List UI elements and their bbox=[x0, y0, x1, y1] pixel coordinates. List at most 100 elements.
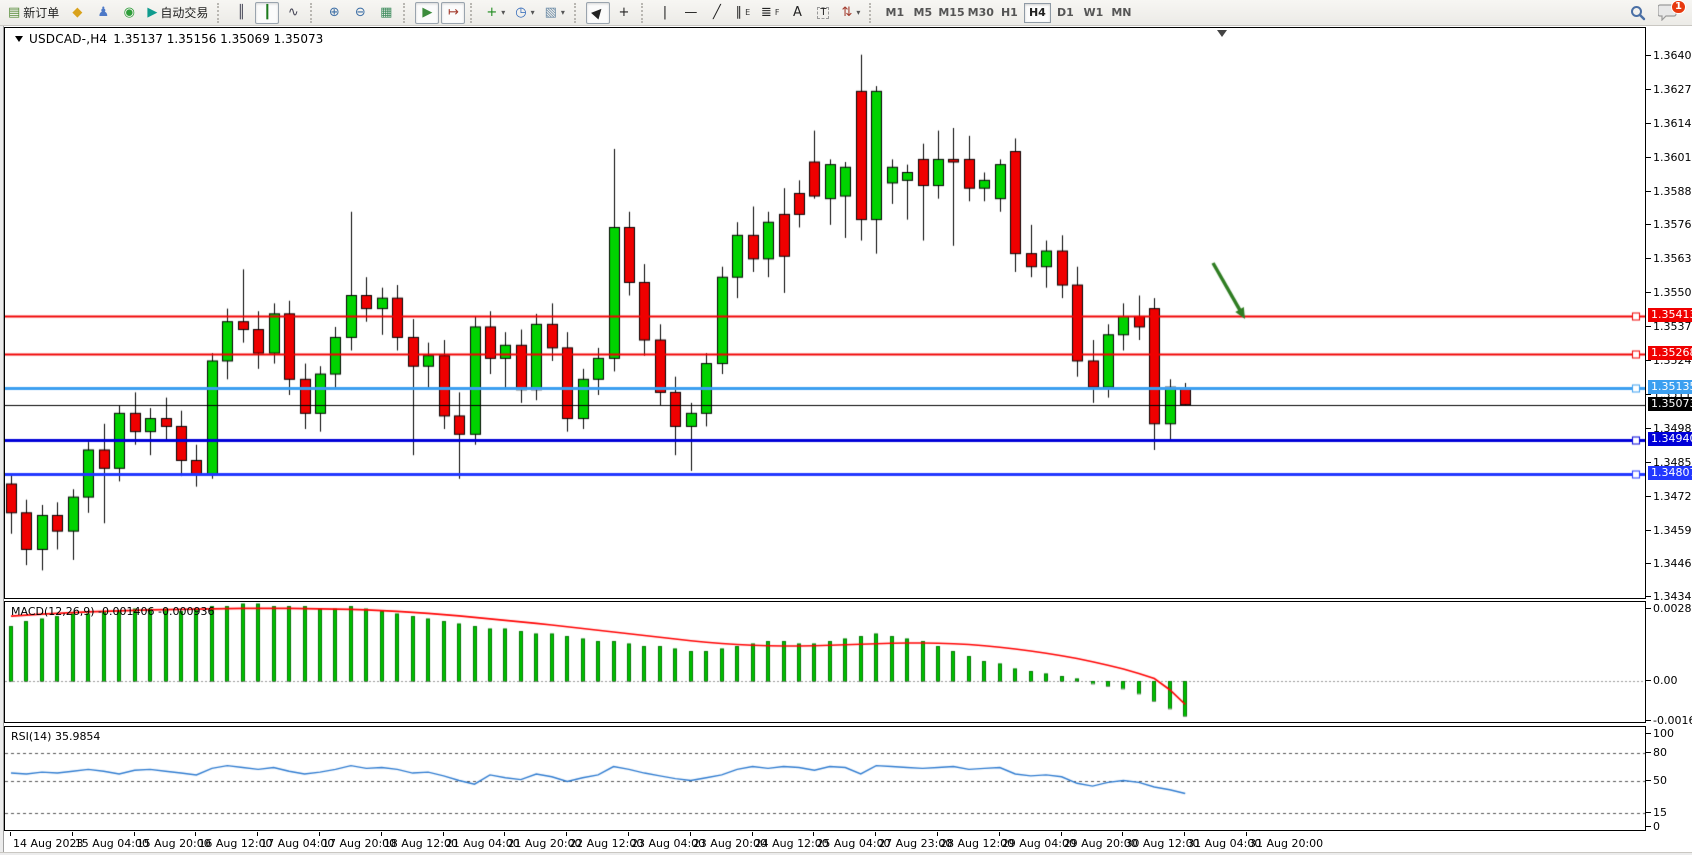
timeframe-h1-button[interactable]: H1 bbox=[1000, 6, 1018, 19]
horizontal-line-button[interactable]: — bbox=[679, 2, 703, 24]
toolbar-separator bbox=[573, 2, 581, 23]
tile-windows-button[interactable]: ▦ bbox=[374, 2, 398, 24]
cursor-button[interactable]: ▶ bbox=[585, 1, 610, 24]
price-tick-label: 1.34590 bbox=[1653, 524, 1692, 538]
time-tick bbox=[380, 832, 382, 836]
price-tick bbox=[1646, 223, 1651, 225]
crosshair-button[interactable]: + bbox=[612, 2, 636, 24]
indicators-button[interactable]: + ▾ bbox=[482, 2, 509, 24]
arrows-button[interactable]: ⇅ ▾ bbox=[837, 2, 864, 24]
zoom-in-button[interactable]: ⊕ bbox=[322, 2, 346, 24]
level-price-label: 1.34807 bbox=[1648, 466, 1692, 481]
text-label-button[interactable]: T bbox=[811, 2, 835, 24]
timeframe-m1-button[interactable]: M1 bbox=[885, 6, 905, 19]
price-tick-label: 1.36145 bbox=[1653, 117, 1692, 131]
rsi-canvas[interactable] bbox=[5, 727, 1645, 830]
indicators-dropdown-icon[interactable]: ▾ bbox=[501, 8, 506, 17]
time-tick bbox=[1122, 832, 1124, 836]
price-tick bbox=[1646, 257, 1651, 259]
timeframe-m15-button[interactable]: M15 bbox=[938, 6, 965, 19]
main-chart-canvas[interactable] bbox=[5, 28, 1645, 598]
time-tick bbox=[504, 832, 506, 836]
equidistant-channel-button[interactable]: ∥ E bbox=[731, 2, 755, 24]
price-tick bbox=[1646, 812, 1651, 814]
collapse-arrow-icon[interactable] bbox=[15, 36, 23, 42]
time-tick bbox=[133, 832, 135, 836]
chart-shift-button[interactable]: ↦ bbox=[441, 1, 466, 24]
time-tick-label: 25 Aug 04:00 bbox=[816, 837, 891, 850]
timeframe-w1-button[interactable]: W1 bbox=[1083, 6, 1104, 19]
bar-chart-icon: ║ bbox=[237, 5, 246, 20]
price-tick bbox=[1646, 826, 1651, 827]
time-tick-label: 23 Aug 20:00 bbox=[692, 837, 767, 850]
time-tick bbox=[1246, 832, 1247, 836]
time-tick bbox=[1184, 832, 1186, 836]
price-tick bbox=[1646, 595, 1651, 597]
timeframe-h4-button[interactable]: H4 bbox=[1023, 2, 1051, 23]
community-button[interactable]: ♟ bbox=[91, 2, 115, 24]
price-tick-label: 0 bbox=[1653, 820, 1660, 833]
arrows-dropdown-icon[interactable]: ▾ bbox=[856, 8, 861, 17]
time-tick-label: 29 Aug 04:00 bbox=[1001, 837, 1076, 850]
templates-icon: ▧ bbox=[544, 5, 557, 20]
macd-canvas[interactable] bbox=[5, 602, 1645, 722]
time-tick bbox=[751, 832, 753, 836]
timeframe-group: M1 M5 M15 M30 H1 H4 D1 W1 MN bbox=[881, 2, 1135, 23]
window-left-edge bbox=[0, 26, 4, 855]
zoom-out-button[interactable]: ⊖ bbox=[348, 2, 372, 24]
market-alert-button[interactable]: ◆ bbox=[65, 2, 89, 24]
text-button[interactable]: A bbox=[785, 2, 809, 24]
timeframe-m30-button[interactable]: M30 bbox=[967, 6, 994, 19]
toolbar-separator bbox=[217, 2, 224, 23]
periods-dropdown-icon[interactable]: ▾ bbox=[530, 8, 535, 17]
tile-windows-icon: ▦ bbox=[380, 5, 393, 20]
signals-icon: ◉ bbox=[123, 5, 135, 20]
time-tick-label: 28 Aug 12:00 bbox=[940, 837, 1015, 850]
time-tick-label: 27 Aug 23:00 bbox=[878, 837, 953, 850]
auto-scroll-button[interactable]: ▶ bbox=[415, 1, 440, 24]
chart-shift-marker-icon[interactable] bbox=[1217, 30, 1227, 37]
text-label-icon: T bbox=[817, 6, 830, 19]
time-tick bbox=[10, 832, 11, 836]
price-tick-label: 80 bbox=[1653, 745, 1667, 759]
zoom-in-icon: ⊕ bbox=[328, 5, 340, 20]
chart-symbol-period: USDCAD-,H4 bbox=[29, 32, 108, 46]
price-axis[interactable]: 1.36405 1.36275 1.36145 1.36015 1.35885 1.357… bbox=[1646, 26, 1692, 836]
periods-button[interactable]: ◷ ▾ bbox=[511, 2, 538, 24]
time-tick bbox=[937, 832, 938, 836]
price-tick bbox=[1646, 720, 1651, 722]
vertical-line-button[interactable]: | bbox=[653, 2, 677, 24]
templates-dropdown-icon[interactable]: ▾ bbox=[560, 8, 565, 17]
price-tick-label: 0.00 bbox=[1653, 674, 1678, 687]
line-chart-button[interactable]: ∿ bbox=[281, 2, 305, 24]
trend-line-button[interactable]: ╱ bbox=[705, 2, 729, 24]
time-tick-label: 31 Aug 20:00 bbox=[1249, 837, 1324, 850]
signals-button[interactable]: ◉ bbox=[117, 2, 141, 24]
time-tick-label: 31 Aug 04:00 bbox=[1187, 837, 1262, 850]
price-tick-label: 1.36275 bbox=[1653, 83, 1692, 97]
price-tick bbox=[1646, 89, 1651, 91]
new-order-button[interactable]: ▤ 新订单 bbox=[4, 2, 63, 24]
candlestick-chart-button[interactable]: ┃ bbox=[255, 1, 280, 24]
chat-button[interactable]: 1 bbox=[1657, 0, 1686, 23]
templates-button[interactable]: ▧ ▾ bbox=[541, 2, 569, 24]
timeframe-m5-button[interactable]: M5 bbox=[913, 6, 933, 19]
fibonacci-button[interactable]: ≣ F bbox=[757, 2, 784, 24]
time-tick bbox=[71, 832, 73, 836]
time-tick bbox=[257, 832, 259, 836]
bar-chart-button[interactable]: ║ bbox=[229, 2, 253, 24]
time-tick-label: 14 Aug 2023 bbox=[13, 837, 84, 850]
search-button[interactable] bbox=[1626, 2, 1650, 24]
auto-scroll-icon: ▶ bbox=[422, 5, 433, 20]
timeframe-mn-button[interactable]: MN bbox=[1111, 6, 1132, 19]
price-tick bbox=[1646, 496, 1651, 498]
equidistant-channel-icon: ∥ bbox=[735, 5, 743, 20]
autotrading-button[interactable]: ▶ 自动交易 bbox=[143, 2, 212, 24]
time-axis[interactable]: 14 Aug 2023 15 Aug 04:00 15 Aug 20:00 16 Au… bbox=[4, 832, 1646, 852]
new-order-icon: ▤ bbox=[8, 5, 21, 20]
time-tick-label: 18 Aug 12:00 bbox=[383, 837, 458, 850]
macd-label: MACD(12,26,9) -0.001406 -0.000936 bbox=[11, 605, 215, 618]
price-tick bbox=[1646, 779, 1651, 781]
timeframe-d1-button[interactable]: D1 bbox=[1056, 6, 1074, 19]
